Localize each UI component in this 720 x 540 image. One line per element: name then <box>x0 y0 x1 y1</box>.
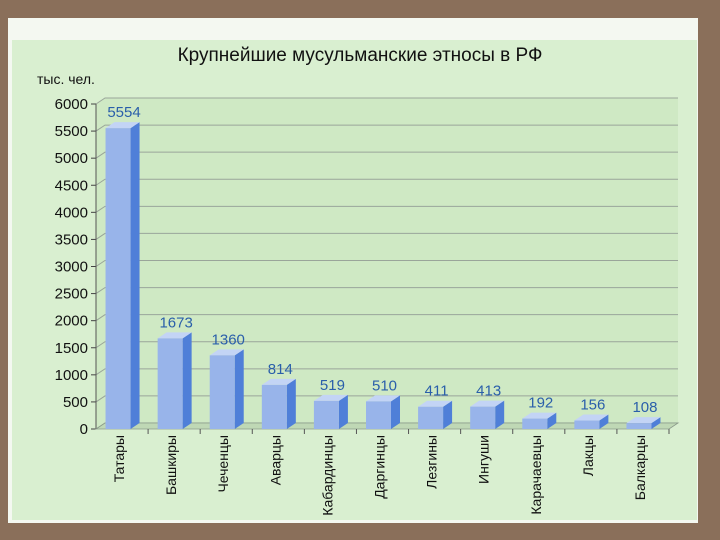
bar <box>209 349 244 429</box>
y-tick-label: 2000 <box>55 313 88 330</box>
bar-top <box>209 349 244 356</box>
bar-top <box>366 395 400 402</box>
bar-front <box>157 338 183 429</box>
bar-front <box>418 406 444 429</box>
bar <box>157 332 192 429</box>
bar-front <box>522 418 548 429</box>
y-tick-label: 5500 <box>55 123 88 140</box>
bar-front <box>209 355 235 429</box>
y-tick-label: 0 <box>80 421 88 438</box>
bar <box>470 400 505 429</box>
x-tick-label: Ингуши <box>476 435 492 484</box>
bar-top <box>574 414 609 421</box>
bar-side <box>599 414 609 429</box>
data-label: 411 <box>425 383 449 400</box>
chart-title: Крупнейшие мусульманские этносы в РФ <box>177 45 543 66</box>
gridline <box>95 178 678 186</box>
plot-wall <box>96 98 678 429</box>
y-tick-label: 3500 <box>55 231 88 248</box>
bar-top <box>470 400 505 407</box>
gridline <box>95 205 678 213</box>
x-tick-label: Карачаевцы <box>528 435 544 515</box>
bar-front <box>261 384 287 429</box>
x-tick-label: Аварцы <box>267 435 283 485</box>
gridline <box>95 314 678 322</box>
bar-top <box>626 417 661 424</box>
y-tick-label: 1500 <box>55 340 88 357</box>
data-label: 192 <box>528 395 553 412</box>
x-tick-label: Балкарцы <box>632 435 648 500</box>
gridline <box>95 124 678 132</box>
y-tick-label: 500 <box>63 394 88 411</box>
bar-side <box>651 417 661 429</box>
bar-front <box>366 401 391 429</box>
bar <box>261 378 296 429</box>
gridline <box>95 341 678 349</box>
y-tick-label: 1000 <box>55 367 88 384</box>
bar-side <box>495 400 505 429</box>
bar-side <box>391 395 400 429</box>
bar-side <box>443 400 453 429</box>
bar-side <box>547 412 557 429</box>
data-label: 108 <box>632 399 657 416</box>
bar-side <box>338 394 348 429</box>
x-tick-label: Кабардинцы <box>319 435 335 516</box>
x-tick-label: Лакцы <box>580 435 596 476</box>
gridline <box>95 368 678 376</box>
x-tick-label: Даргинцы <box>372 435 388 499</box>
y-tick-label: 4000 <box>55 204 88 221</box>
bar-side <box>182 332 192 429</box>
bar-top <box>313 394 348 401</box>
top-band <box>0 0 720 18</box>
bar <box>313 394 348 429</box>
data-label: 510 <box>372 377 397 394</box>
data-label: 1673 <box>159 314 192 331</box>
bar <box>105 122 140 430</box>
x-tick-label: Башкиры <box>163 435 179 495</box>
data-label: 519 <box>320 377 345 394</box>
data-label: 814 <box>268 361 293 378</box>
data-label: 156 <box>580 397 605 414</box>
bar-top <box>418 400 453 407</box>
bar <box>574 414 609 429</box>
gridline <box>95 97 678 105</box>
gridline <box>95 260 678 267</box>
x-tick-label: Татары <box>111 435 127 482</box>
bar-front <box>313 400 339 429</box>
y-tick-label: 4500 <box>55 177 88 194</box>
bar-front <box>574 420 600 429</box>
y-tick-label: 6000 <box>55 96 88 113</box>
bar-top <box>522 412 557 419</box>
bar-side <box>130 122 140 430</box>
bar-side <box>234 349 244 429</box>
data-label: 413 <box>476 383 501 400</box>
bar <box>626 417 661 429</box>
bar-front <box>470 406 496 429</box>
data-label: 5554 <box>107 104 140 121</box>
bar-front <box>626 423 652 429</box>
gridline <box>95 151 678 159</box>
bar <box>418 400 453 429</box>
gridline <box>95 395 678 403</box>
data-label: 1360 <box>212 331 245 348</box>
x-tick-label: Лезгины <box>424 435 440 489</box>
bar-top <box>261 378 296 385</box>
y-axis-unit-label: тыс. чел. <box>37 71 95 87</box>
y-tick-label: 3000 <box>55 259 88 276</box>
bar-top <box>105 122 140 129</box>
bar-top <box>157 332 192 339</box>
y-tick-label: 2500 <box>55 286 88 303</box>
x-tick-label: Чеченцы <box>215 435 231 493</box>
bar <box>522 412 557 429</box>
gridline <box>95 232 678 240</box>
y-tick-label: 5000 <box>55 150 88 167</box>
gridline <box>95 287 678 294</box>
bar-side <box>286 378 296 429</box>
bar <box>366 395 400 429</box>
bar-front <box>105 128 131 430</box>
